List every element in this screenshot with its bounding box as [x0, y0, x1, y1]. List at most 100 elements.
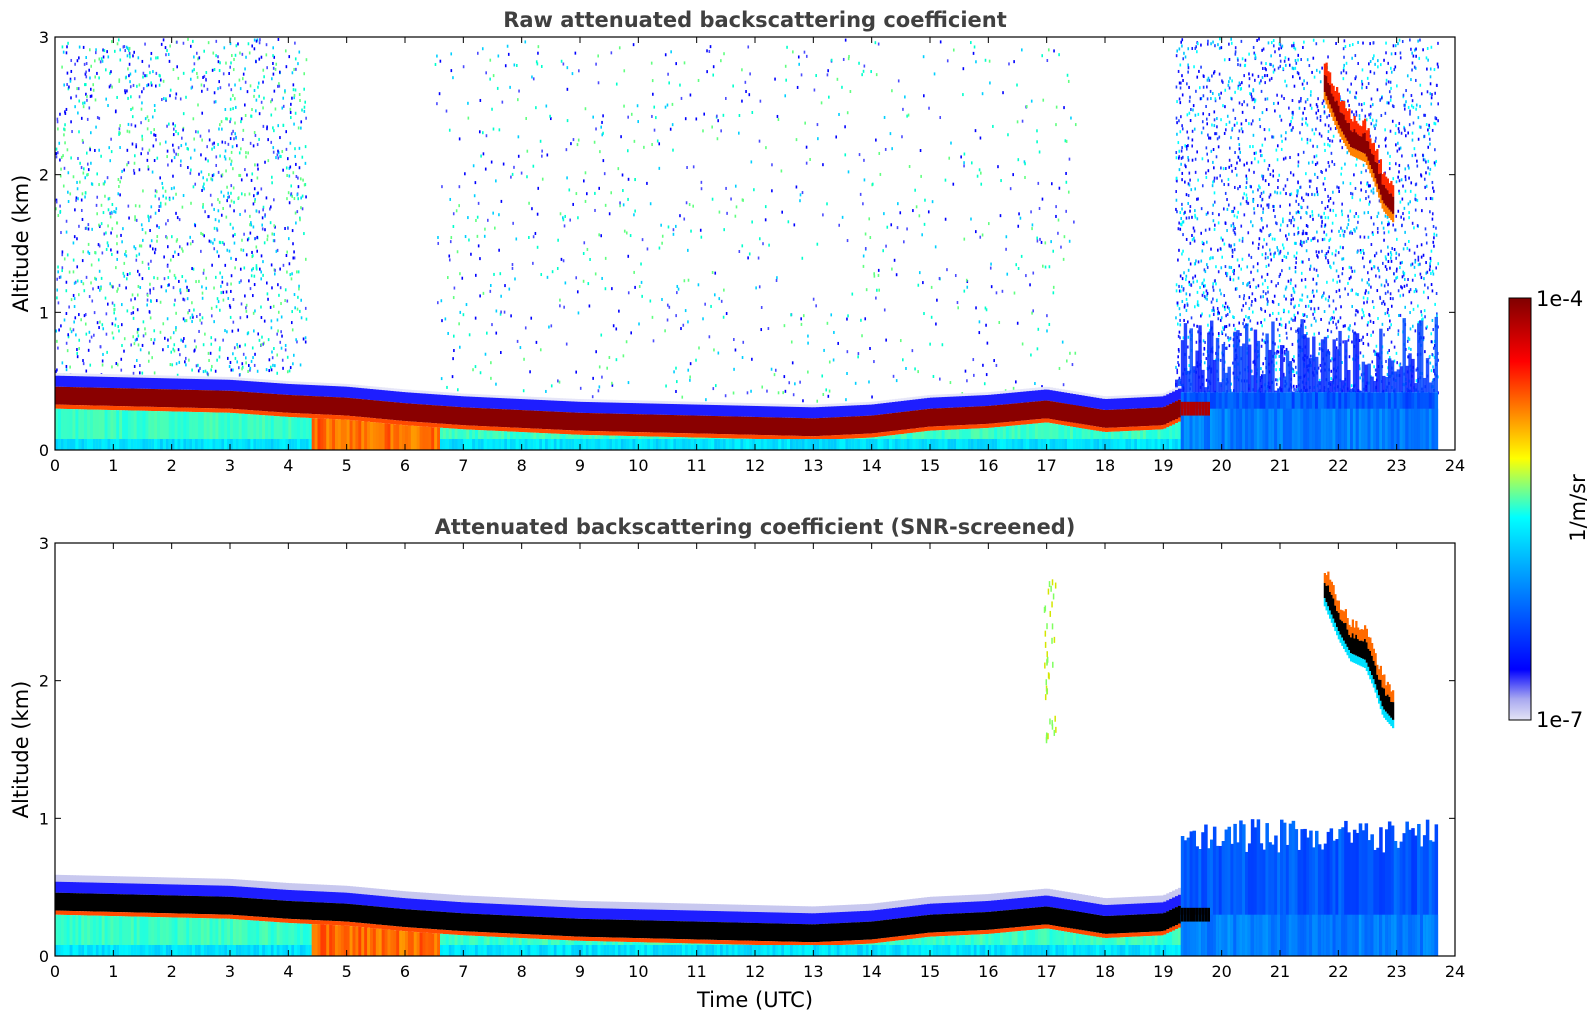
noise-pixel: [1202, 352, 1205, 356]
noise-pixel: [646, 181, 648, 185]
noise-pixel: [1238, 147, 1241, 151]
noise-pixel: [510, 175, 512, 179]
noise-pixel: [592, 376, 594, 380]
noise-pixel: [70, 330, 73, 334]
noise-pixel: [1342, 47, 1345, 51]
noise-pixel: [863, 158, 865, 162]
noise-pixel: [1204, 340, 1206, 344]
noise-pixel: [1032, 309, 1035, 313]
noise-pixel: [185, 319, 188, 323]
noise-pixel: [1312, 312, 1314, 316]
noise-pixel: [1297, 164, 1300, 168]
noise-pixel: [223, 46, 226, 50]
noise-pixel: [149, 316, 152, 320]
noise-pixel: [152, 144, 155, 148]
noise-pixel: [844, 153, 847, 157]
noise-pixel: [65, 51, 68, 55]
noise-pixel: [1328, 164, 1331, 168]
noise-pixel: [468, 333, 471, 337]
noise-pixel: [1361, 108, 1363, 112]
noise-pixel: [78, 45, 81, 49]
noise-pixel: [1377, 211, 1380, 215]
noise-pixel: [184, 344, 187, 348]
noise-pixel: [1188, 111, 1191, 115]
noise-pixel: [1253, 207, 1255, 211]
noise-pixel: [809, 157, 811, 161]
noise-pixel: [140, 152, 143, 156]
noise-pixel: [1321, 101, 1324, 105]
noise-pixel: [1425, 160, 1427, 164]
noise-pixel: [252, 294, 254, 298]
noise-pixel: [273, 198, 275, 202]
noise-pixel: [1055, 123, 1057, 127]
noise-pixel: [1399, 266, 1401, 270]
noise-pixel: [1272, 300, 1275, 304]
noise-pixel: [1295, 256, 1298, 260]
noise-pixel: [1349, 324, 1351, 328]
noise-pixel: [1278, 173, 1281, 177]
noise-pixel: [255, 98, 258, 102]
noise-pixel: [1414, 258, 1417, 262]
noise-pixel: [80, 166, 83, 170]
noise-pixel: [165, 97, 167, 101]
noise-pixel: [303, 72, 306, 76]
noise-pixel: [166, 49, 168, 53]
noise-pixel: [232, 226, 234, 230]
noise-pixel: [225, 61, 227, 65]
noise-pixel: [1192, 104, 1195, 108]
noise-pixel: [1262, 177, 1264, 181]
noise-pixel: [985, 373, 988, 377]
noise-pixel: [269, 221, 272, 225]
noise-pixel: [600, 333, 603, 337]
noise-pixel: [741, 244, 744, 248]
noise-pixel: [883, 212, 885, 216]
noise-pixel: [1187, 47, 1190, 51]
noise-pixel: [1175, 156, 1178, 160]
noise-pixel: [132, 335, 135, 339]
noise-pixel: [144, 332, 147, 336]
noise-pixel: [1269, 252, 1272, 256]
noise-pixel: [1378, 199, 1381, 203]
noise-pixel: [124, 49, 127, 53]
noise-pixel: [1279, 386, 1281, 390]
noise-pixel: [295, 338, 297, 342]
noise-pixel: [1250, 185, 1252, 189]
noise-pixel: [255, 39, 258, 43]
noise-pixel: [875, 138, 877, 142]
noise-pixel: [1383, 333, 1385, 337]
noise-pixel: [911, 349, 914, 353]
noise-pixel: [256, 163, 259, 167]
noise-pixel: [1430, 272, 1432, 276]
noise-pixel: [1391, 104, 1394, 108]
noise-pixel: [575, 192, 578, 196]
noise-pixel: [1413, 226, 1415, 230]
noise-pixel: [502, 162, 505, 166]
noise-pixel: [1206, 78, 1209, 82]
noise-pixel: [1316, 116, 1319, 120]
noise-pixel: [1295, 61, 1298, 65]
noise-pixel: [238, 366, 240, 370]
noise-pixel: [276, 353, 279, 357]
noise-pixel: [1264, 279, 1266, 283]
noise-pixel: [166, 149, 169, 153]
noise-pixel: [1410, 263, 1412, 267]
noise-pixel: [1330, 330, 1333, 334]
noise-pixel: [265, 196, 268, 200]
noise-pixel: [281, 334, 283, 338]
noise-pixel: [1266, 297, 1268, 301]
noise-pixel: [1201, 157, 1204, 161]
noise-pixel: [923, 94, 925, 98]
noise-pixel: [153, 104, 156, 108]
noise-pixel: [153, 338, 156, 342]
noise-pixel: [1191, 233, 1193, 237]
noise-pixel: [1429, 354, 1431, 358]
noise-pixel: [1223, 305, 1226, 309]
noise-pixel: [1209, 89, 1212, 93]
noise-pixel: [1063, 235, 1066, 239]
noise-pixel: [186, 242, 189, 246]
noise-pixel: [1252, 265, 1255, 269]
noise-pixel: [1410, 94, 1413, 98]
noise-pixel: [1366, 76, 1369, 80]
noise-pixel: [1370, 285, 1372, 289]
noise-pixel: [195, 280, 197, 284]
